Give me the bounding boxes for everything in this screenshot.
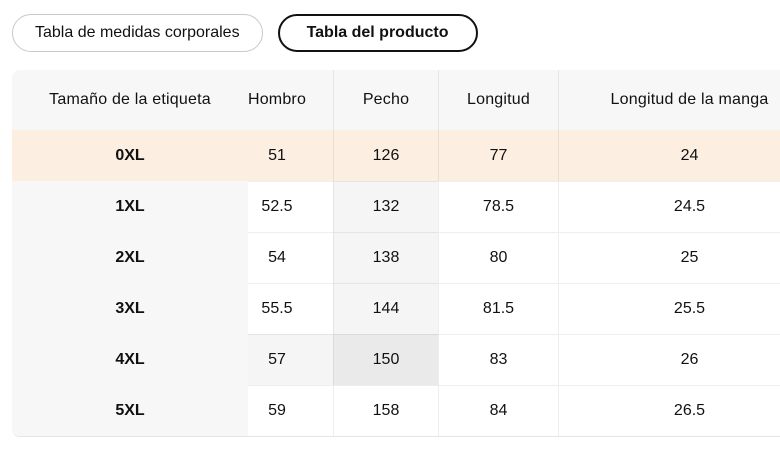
row-label-0xl[interactable]: 0XL [12,130,248,181]
cell-longitud-3xl[interactable]: 81.5 [438,283,558,334]
row-label-2xl[interactable]: 2XL [115,248,145,266]
cell-pecho-4xl[interactable]: 150 [333,334,438,385]
cell-manga-3xl[interactable]: 25.5 [558,283,780,334]
cell-pecho-0xl[interactable]: 126 [333,130,438,181]
column-longitud: Longitud 77 78.5 80 81.5 83 84 [438,70,558,436]
cell-longitud-4xl[interactable]: 83 [438,334,558,385]
column-pecho: Pecho 126 132 138 144 150 158 [333,70,438,436]
column-header-pecho: Pecho [333,70,438,130]
cell-pecho-3xl[interactable]: 144 [333,283,438,334]
size-table: Hombro 51 52.5 54 55.5 57 59 Pecho 126 1… [12,70,780,437]
cell-longitud-5xl[interactable]: 84 [438,385,558,436]
cell-pecho-1xl[interactable]: 132 [333,181,438,232]
cell-manga-0xl[interactable]: 24 [558,130,780,181]
cell-manga-5xl[interactable]: 26.5 [558,385,780,436]
cell-manga-4xl[interactable]: 26 [558,334,780,385]
cell-manga-2xl[interactable]: 25 [558,232,780,283]
chart-type-tabs: Tabla de medidas corporales Tabla del pr… [12,14,478,52]
column-header-size-label: Tamaño de la etiqueta [49,91,211,108]
cell-longitud-1xl[interactable]: 78.5 [438,181,558,232]
cell-longitud-2xl[interactable]: 80 [438,232,558,283]
row-label-4xl[interactable]: 4XL [115,350,145,368]
size-label-column: Tamaño de la etiqueta 0XL 1XL 2XL 3XL 4X… [12,70,248,436]
column-longitud-manga: Longitud de la manga 24 24.5 25 25.5 26 … [558,70,780,436]
cell-pecho-5xl[interactable]: 158 [333,385,438,436]
size-table-scroll-area[interactable]: Hombro 51 52.5 54 55.5 57 59 Pecho 126 1… [221,70,780,436]
cell-manga-1xl[interactable]: 24.5 [558,181,780,232]
column-header-longitud-manga: Longitud de la manga [558,70,780,130]
cell-pecho-2xl[interactable]: 138 [333,232,438,283]
cell-longitud-0xl[interactable]: 77 [438,130,558,181]
row-label-1xl[interactable]: 1XL [115,197,145,215]
row-label-3xl[interactable]: 3XL [115,299,145,317]
column-header-longitud: Longitud [438,70,558,130]
row-label-5xl[interactable]: 5XL [115,401,145,419]
tab-body-measurements[interactable]: Tabla de medidas corporales [12,14,263,52]
tab-product-measurements[interactable]: Tabla del producto [277,14,478,52]
